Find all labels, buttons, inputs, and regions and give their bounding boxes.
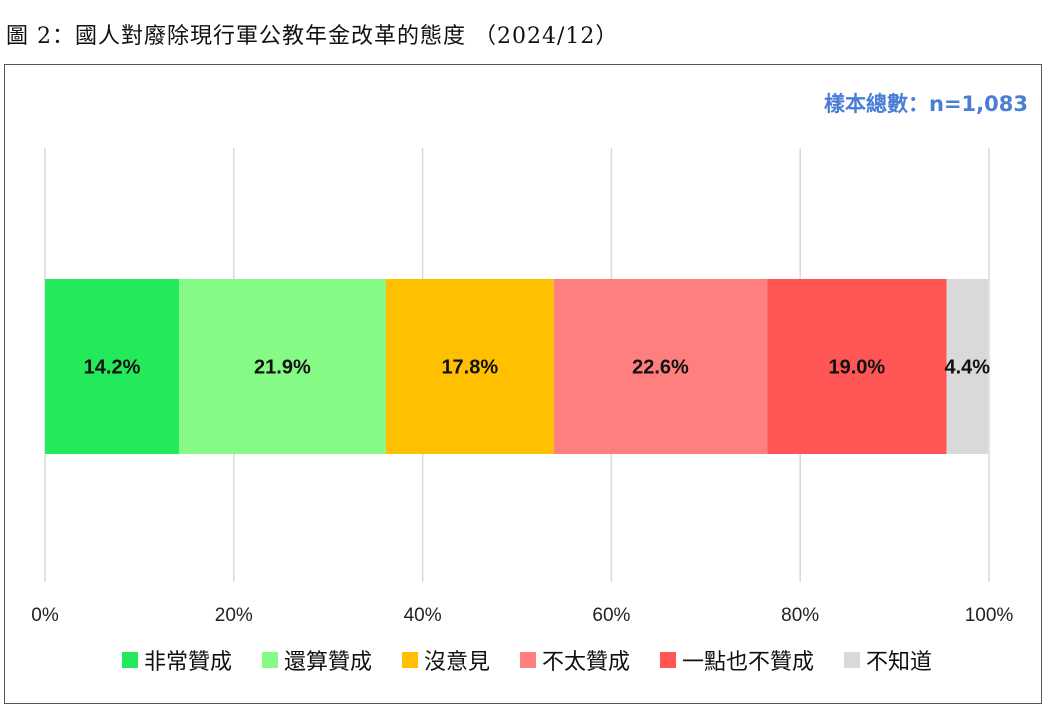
legend-swatch [261, 652, 278, 668]
legend-item: 不知道 [844, 644, 932, 676]
bar-segment [767, 279, 947, 454]
legend-swatch [844, 652, 861, 668]
legend: 非常贊成 還算贊成 沒意見 不太贊成 一點也不贊成 不知道 [0, 644, 1054, 676]
bar-segment [946, 279, 989, 454]
bar-segment [385, 279, 554, 454]
bar-value-label: 22.6% [632, 357, 689, 379]
legend-swatch [660, 652, 677, 668]
legend-label: 還算贊成 [283, 650, 372, 675]
legend-label: 一點也不贊成 [682, 650, 815, 675]
legend-label: 非常贊成 [143, 650, 232, 675]
x-tick-label: 0% [31, 605, 59, 626]
bar-value-label: 21.9% [254, 357, 311, 379]
legend-label: 沒意見 [423, 650, 490, 675]
x-tick-label: 80% [781, 605, 819, 626]
legend-item: 沒意見 [401, 644, 490, 676]
sample-size-note: 樣本總數：n=1,083 [824, 92, 1028, 116]
x-tick-label: 60% [592, 605, 630, 626]
bar-value-label: 4.4% [944, 357, 990, 379]
x-tick-label: 40% [404, 605, 442, 626]
figure-title: 圖 2：國人對廢除現行軍公教年金改革的態度 （2024/12） [6, 24, 619, 49]
legend-item: 不太贊成 [520, 644, 630, 676]
legend-swatch [121, 652, 138, 668]
bar-segment [553, 279, 768, 454]
legend-item: 還算贊成 [261, 644, 372, 676]
legend-label: 不知道 [866, 650, 933, 675]
legend-item: 一點也不贊成 [660, 644, 814, 676]
legend-swatch [401, 652, 418, 668]
legend-label: 不太贊成 [542, 650, 631, 675]
bar-labels: 14.2% 21.9% 17.8% 22.6% 19.0% 4.4% [84, 357, 991, 379]
bar-value-label: 19.0% [828, 357, 885, 379]
bar-value-label: 14.2% [84, 357, 141, 379]
x-tick-label: 100% [965, 605, 1014, 626]
x-tick-label: 20% [215, 605, 253, 626]
bar-segment [45, 279, 180, 454]
chart-plot: 14.2% 21.9% 17.8% 22.6% 19.0% 4.4% 0% 20% 40% 60… [31, 148, 1013, 626]
legend-item: 非常贊成 [121, 644, 232, 676]
bar-segment [179, 279, 386, 454]
bar-segments [45, 279, 989, 454]
legend-swatch [520, 652, 536, 668]
bar-value-label: 17.8% [441, 357, 498, 379]
x-axis-ticks: 0% 20% 40% 60% 80% 100% [31, 605, 1013, 626]
